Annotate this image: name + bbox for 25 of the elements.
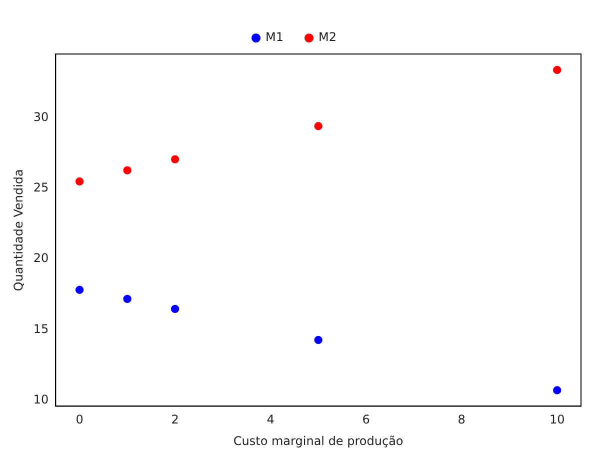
- x-tick-label: 10: [549, 412, 565, 427]
- y-tick-label: 15: [33, 322, 49, 336]
- point: [313, 335, 324, 345]
- point: [122, 294, 132, 304]
- point: [552, 385, 562, 396]
- point: [313, 121, 324, 132]
- legend-label: M1: [266, 30, 284, 44]
- y-tick-label: 10: [33, 392, 49, 406]
- legend-label: M2: [318, 30, 336, 44]
- x-tick-label: 4: [266, 412, 274, 427]
- y-tick-label: 30: [33, 110, 49, 124]
- y-tick-label: 25: [33, 180, 49, 195]
- point: [74, 284, 84, 295]
- x-axis-title: Custo marginal de produção: [233, 434, 404, 448]
- y-tick-label: 20: [33, 251, 49, 266]
- point: [552, 65, 562, 75]
- point: [170, 304, 180, 314]
- y-axis-title: Quantidade Vendida: [11, 169, 26, 292]
- x-tick-label: 8: [458, 412, 466, 427]
- x-tick-label: 6: [362, 412, 370, 427]
- x-tick-label: 0: [76, 412, 84, 427]
- point: [122, 165, 132, 176]
- point: [170, 154, 180, 164]
- x-tick-label: 2: [171, 412, 179, 427]
- point: [74, 176, 84, 186]
